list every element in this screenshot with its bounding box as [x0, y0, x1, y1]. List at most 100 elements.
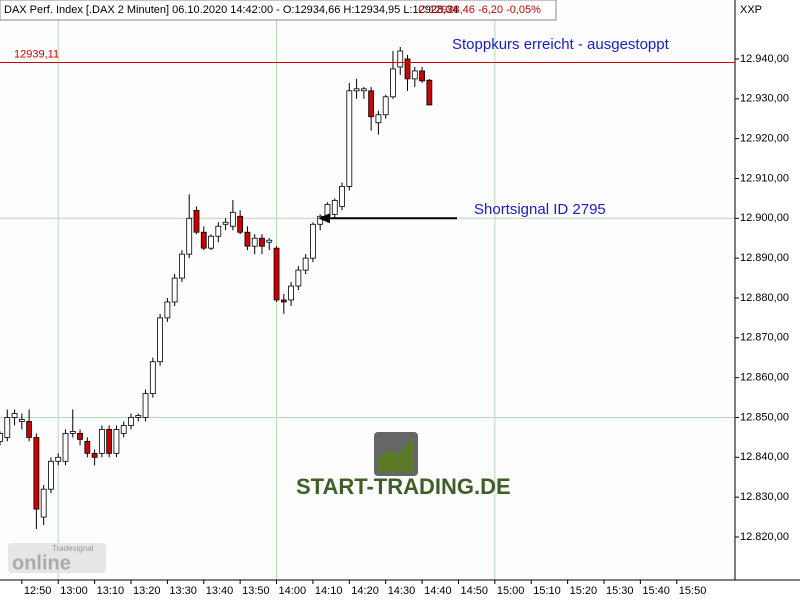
candle-body [411, 70, 418, 80]
annotation: Shortsignal ID 2795 [474, 201, 606, 218]
y-tick-label: 12.930,00 [740, 93, 789, 105]
candle-body [157, 317, 163, 363]
candle-body [55, 456, 62, 462]
x-tick-label: 15:40 [642, 585, 670, 597]
logo-top: Tradesignal [52, 544, 94, 553]
candle-body [419, 70, 425, 82]
candle-body [186, 217, 193, 255]
y-tick-label: 12.860,00 [740, 372, 789, 384]
y-tick-label: 12.920,00 [740, 133, 789, 145]
candle-body [251, 237, 258, 247]
x-tick-label: 14:30 [388, 585, 416, 597]
x-tick-label: 15:10 [533, 585, 561, 597]
candle-body [310, 223, 316, 259]
x-tick-label: 12:50 [24, 585, 52, 597]
candle-body [48, 460, 54, 490]
candle-body [149, 361, 156, 394]
candle-body [302, 257, 309, 271]
x-tick-label: 14:40 [424, 585, 452, 597]
chart-title: DAX Perf. Index [.DAX 2 Minuten] 06.10.2… [4, 4, 458, 16]
candle-body [33, 436, 40, 510]
x-tick-label: 13:10 [97, 585, 125, 597]
candle-body [229, 211, 236, 227]
candle-body [113, 429, 120, 454]
candle-body [98, 429, 105, 454]
chart-change: C:12928,46 -6,20 -0,05% [418, 4, 541, 16]
annotation: Stoppkurs erreicht - ausgestoppt [452, 36, 670, 53]
x-tick-label: 15:20 [570, 585, 598, 597]
candle-body [273, 247, 280, 301]
y-tick-label: 12.870,00 [740, 332, 789, 344]
candle-body [18, 419, 25, 422]
x-tick-label: 14:00 [279, 585, 307, 597]
candle-body [280, 299, 287, 303]
y-tick-label: 12.940,00 [740, 53, 789, 65]
x-tick-label: 14:50 [460, 585, 488, 597]
x-tick-label: 14:20 [351, 585, 379, 597]
candle-body [222, 221, 229, 225]
candle-body [142, 393, 149, 418]
x-tick-label: 15:30 [606, 585, 634, 597]
candle-body [390, 68, 396, 98]
candle-body [397, 50, 404, 68]
candle-body [193, 209, 200, 233]
candle-body [91, 452, 98, 458]
candle-body [164, 301, 171, 319]
x-tick-label: 13:30 [169, 585, 197, 597]
candle-body [62, 433, 69, 462]
x-tick-label: 14:10 [315, 585, 343, 597]
candle-body [237, 215, 244, 233]
candle-body [331, 199, 338, 215]
candle-body [244, 231, 251, 247]
candle-body [404, 58, 411, 80]
candle-body [200, 231, 207, 249]
candle-body [208, 235, 214, 249]
candle-body [120, 425, 127, 434]
candle-body [266, 239, 273, 243]
x-tick-label: 13:00 [60, 585, 88, 597]
x-tick-label: 13:20 [133, 585, 161, 597]
logo-bottom: online [12, 552, 71, 574]
candle-body [215, 225, 222, 237]
candle-body [84, 440, 91, 454]
candle-body [77, 433, 83, 440]
candle-body [171, 277, 178, 303]
y-tick-label: 12.880,00 [740, 292, 789, 304]
candle-body [346, 90, 353, 187]
x-tick-label: 15:00 [497, 585, 525, 597]
candle-body [106, 429, 113, 454]
candle-body [69, 431, 76, 434]
candle-body [128, 417, 134, 426]
logo [374, 432, 418, 476]
plot-area [0, 0, 735, 580]
y-tick-label: 12.890,00 [740, 252, 789, 264]
y-tick-label: 12.910,00 [740, 172, 789, 184]
candle-body [40, 488, 47, 518]
candle-body [11, 413, 18, 418]
logo-graph [378, 438, 414, 472]
axis-label: XXP [740, 4, 762, 16]
header-box [0, 0, 557, 21]
y-tick-label: 12.840,00 [740, 451, 789, 463]
watermark: START-TRADING.DE [296, 474, 511, 499]
candle-body [317, 215, 324, 225]
y-tick-label: 12.900,00 [740, 212, 789, 224]
candle-body [26, 421, 33, 438]
candle-body [295, 269, 302, 287]
candle-body [0, 433, 3, 442]
candle-body [135, 415, 142, 418]
reference-label: 12939,11 [14, 48, 59, 60]
candle-body [179, 253, 185, 279]
candle-body [360, 88, 367, 92]
arrow-head [318, 213, 330, 224]
candle-body [288, 285, 294, 301]
y-tick-label: 12.830,00 [740, 491, 789, 503]
x-tick-label: 15:50 [679, 585, 707, 597]
x-tick-label: 13:50 [242, 585, 270, 597]
y-tick-label: 12.850,00 [740, 411, 789, 423]
candle-body [259, 237, 265, 247]
candle-body [382, 96, 389, 116]
candle-body [353, 88, 360, 92]
candle-body [426, 79, 433, 106]
